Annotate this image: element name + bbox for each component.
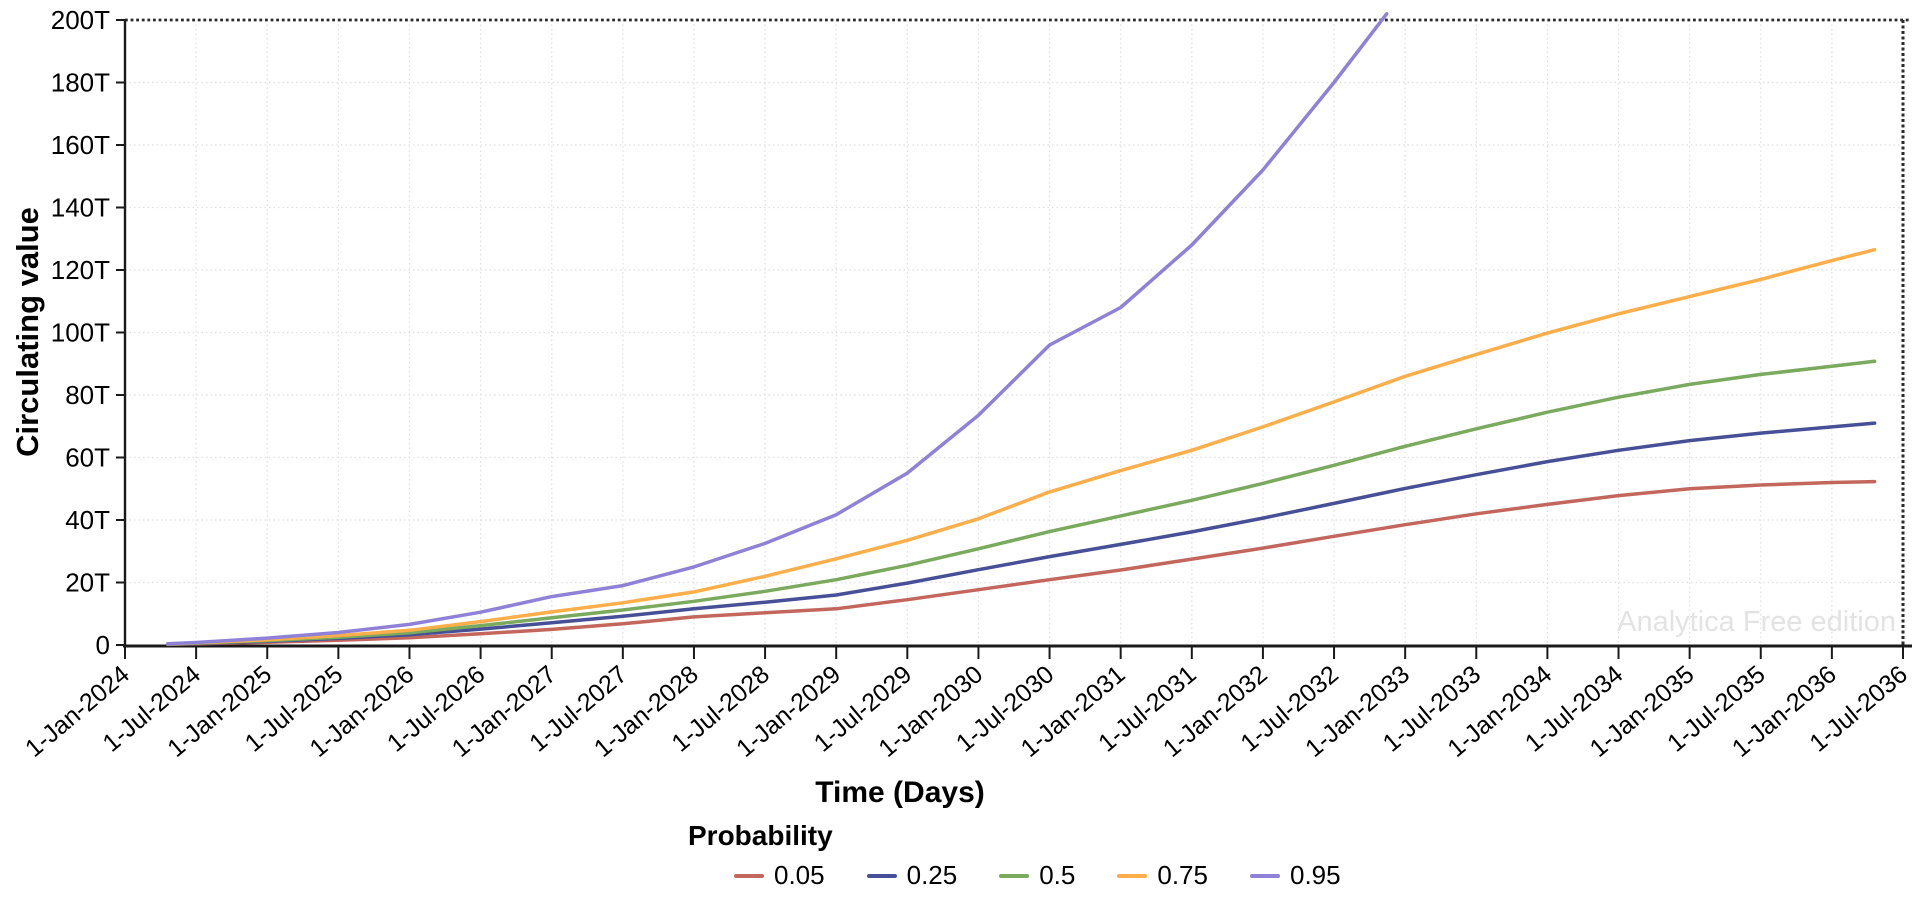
series-line-0.75	[165, 247, 1877, 646]
svg-text:100T: 100T	[51, 318, 110, 348]
svg-text:180T: 180T	[51, 68, 110, 98]
x-axis-title: Time (Days)	[815, 776, 985, 809]
svg-text:60T: 60T	[65, 443, 110, 473]
svg-text:200T: 200T	[51, 5, 110, 35]
legend-swatch	[1117, 873, 1148, 878]
legend: Probability 0.05 0.25 0.5 0.75 0.95	[688, 820, 1341, 891]
svg-text:160T: 160T	[51, 130, 110, 160]
legend-label: 0.75	[1157, 860, 1208, 890]
legend-label: 0.25	[906, 860, 958, 890]
legend-label: 0.05	[774, 860, 825, 890]
legend-swatch	[1249, 873, 1280, 878]
legend-items: 0.05 0.25 0.5 0.75 0.95	[734, 860, 1341, 891]
series-line-0.95	[165, 12, 1389, 646]
legend-item-0.95[interactable]: 0.95	[1249, 860, 1341, 891]
legend-swatch	[866, 873, 897, 878]
svg-text:80T: 80T	[65, 380, 110, 410]
legend-swatch	[734, 873, 764, 878]
legend-item-0.75[interactable]: 0.75	[1117, 860, 1208, 891]
legend-swatch	[999, 873, 1030, 878]
legend-label: 0.95	[1289, 860, 1341, 890]
svg-text:140T: 140T	[51, 193, 110, 223]
legend-title: Probability	[688, 820, 833, 851]
series-line-0.05	[165, 479, 1877, 647]
legend-item-0.05[interactable]: 0.05	[734, 860, 825, 891]
series-line-0.5	[165, 359, 1877, 646]
svg-text:40T: 40T	[65, 505, 110, 535]
svg-text:0: 0	[96, 630, 110, 660]
watermark: Analytica Free edition	[1617, 606, 1896, 638]
legend-item-0.5[interactable]: 0.5	[999, 860, 1075, 891]
legend-label: 0.5	[1039, 860, 1076, 890]
legend-item-0.25[interactable]: 0.25	[866, 860, 958, 891]
svg-text:120T: 120T	[51, 255, 110, 285]
series-line-0.25	[165, 421, 1877, 646]
svg-text:20T: 20T	[65, 568, 110, 598]
